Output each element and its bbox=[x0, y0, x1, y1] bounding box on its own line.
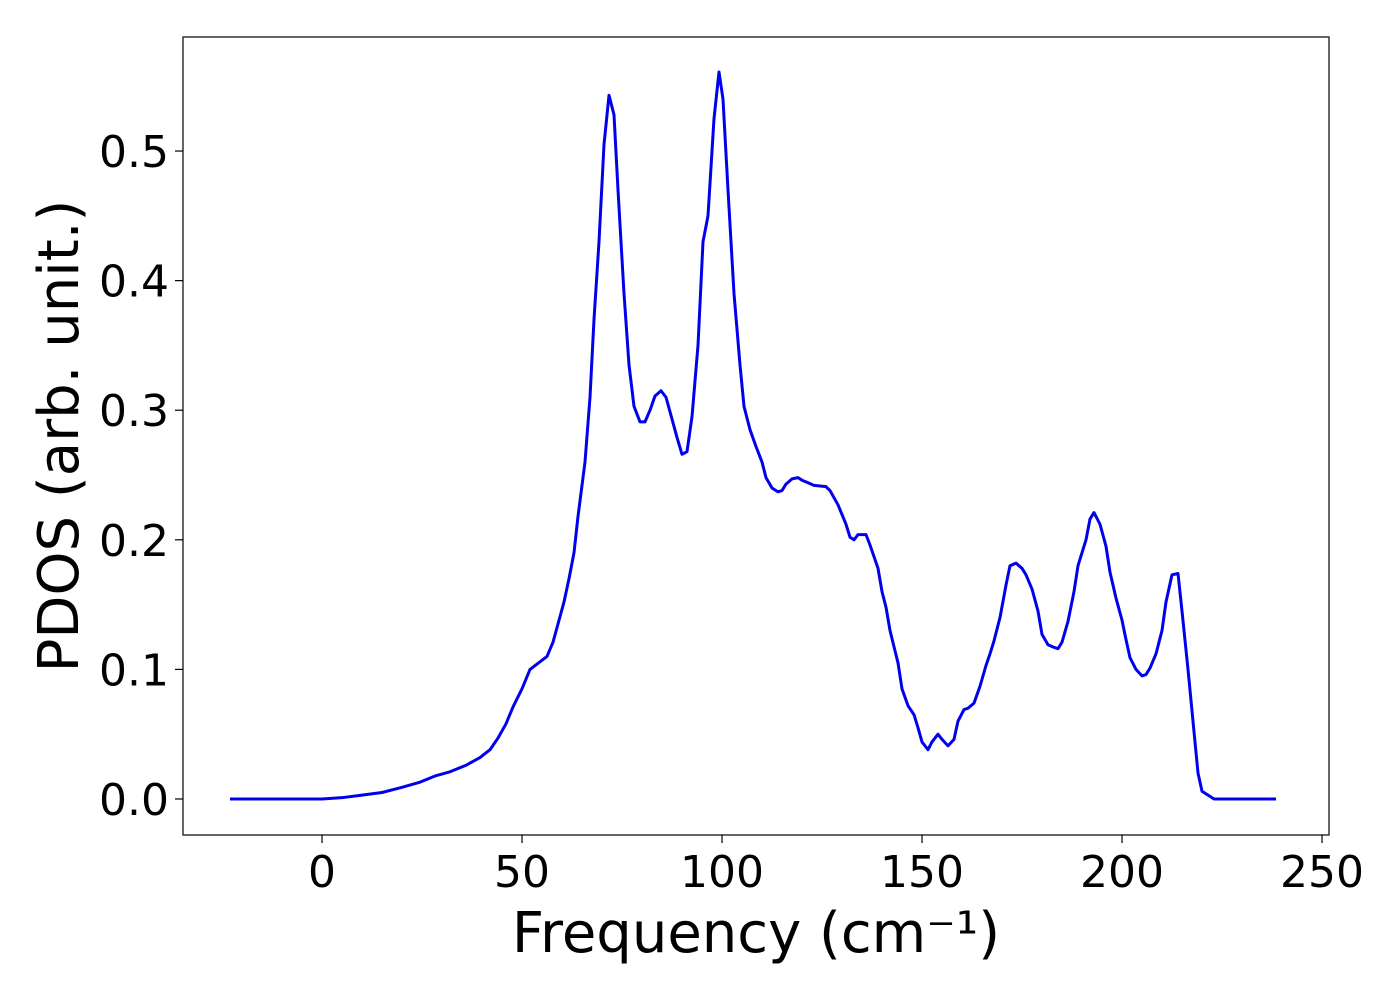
plot-frame bbox=[182, 36, 1330, 836]
y-tick-label: 0.4 bbox=[99, 257, 169, 308]
y-axis-label: PDOS (arb. unit.) bbox=[27, 200, 92, 673]
y-tick-label: 0.3 bbox=[99, 386, 169, 437]
x-tick-label: 0 bbox=[308, 847, 336, 898]
y-tick-label: 0.2 bbox=[99, 516, 169, 567]
x-tick-label: 250 bbox=[1280, 847, 1364, 898]
x-tick-label: 100 bbox=[680, 847, 764, 898]
pdos-line bbox=[230, 70, 1276, 801]
x-tick-label: 50 bbox=[494, 847, 550, 898]
y-tick-label: 0.5 bbox=[99, 127, 169, 178]
x-tick-label: 200 bbox=[1080, 847, 1164, 898]
x-tick-label: 150 bbox=[880, 847, 964, 898]
x-axis-label: Frequency (cm⁻¹) bbox=[512, 901, 1000, 966]
y-tick-label: 0.1 bbox=[99, 645, 169, 696]
y-tick-label: 0.0 bbox=[99, 775, 169, 826]
